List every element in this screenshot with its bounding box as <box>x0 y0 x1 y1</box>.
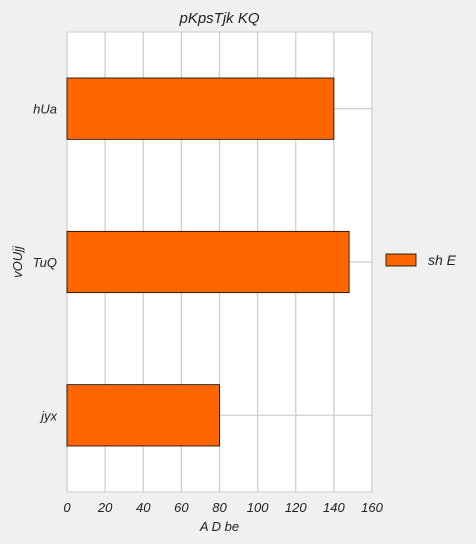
y-tick-label: TuQ <box>33 255 57 270</box>
x-tick-label: 140 <box>323 500 345 515</box>
x-tick-label: 80 <box>212 500 227 515</box>
x-tick-label: 60 <box>174 500 189 515</box>
x-tick-label: 100 <box>247 500 269 515</box>
bar-hUa <box>66 77 335 140</box>
bars <box>66 77 350 447</box>
x-tick-label: 0 <box>63 500 71 515</box>
y-tick-labels: hUa TuQ jyx <box>33 102 58 424</box>
x-tick-labels: 0 20 40 60 80 100 120 140 160 <box>63 500 383 515</box>
x-tick-label: 160 <box>361 500 383 515</box>
legend-swatch <box>385 253 417 267</box>
x-tick-label: 40 <box>136 500 151 515</box>
y-axis-label: vOUjj <box>10 245 25 278</box>
legend-label: sh E <box>428 252 457 268</box>
chart-title: pKpsTjk KQ <box>178 10 259 27</box>
y-tick-label: jyx <box>39 408 57 423</box>
x-axis-label: A D be <box>199 519 239 534</box>
bar-jyx <box>66 384 220 447</box>
x-tick-label: 120 <box>285 500 307 515</box>
bar-TuQ <box>66 230 350 294</box>
y-tick-label: hUa <box>33 102 57 117</box>
legend: sh E <box>385 252 457 268</box>
x-tick-label: 20 <box>97 500 113 515</box>
